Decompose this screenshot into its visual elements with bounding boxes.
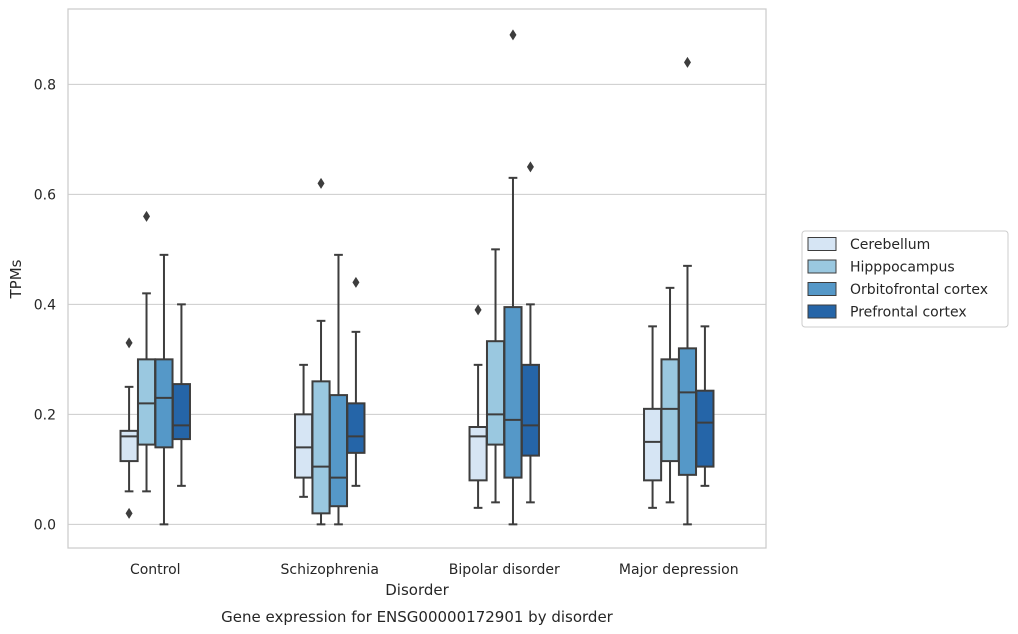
box-2-0 [468, 304, 488, 509]
legend-swatch-1 [807, 259, 837, 274]
box-body [660, 358, 680, 463]
box-1-1 [311, 177, 331, 526]
legend-label-3: Prefrontal cortex [850, 305, 967, 321]
box-0-1 [136, 210, 157, 493]
box-body [328, 394, 349, 508]
x-tick-label-2: Bipolar disorder [449, 562, 560, 578]
box-body [677, 347, 698, 476]
legend-swatch-3 [807, 304, 837, 319]
outlier-0 [474, 304, 482, 316]
box-body [468, 426, 488, 482]
box-body [171, 383, 191, 441]
y-tick-label-3: 0.6 [34, 187, 56, 203]
legend-swatch-2 [807, 282, 837, 296]
box-body [485, 340, 506, 446]
y-tick-label-1: 0.2 [34, 407, 56, 423]
box-1-3 [346, 276, 366, 487]
legend-label-0: Cerebellum [850, 237, 930, 253]
box-3-1 [660, 286, 680, 504]
box-body [154, 358, 174, 449]
x-axis-ticks: Control Schizophrenia Bipolar disorder Majo… [130, 562, 739, 578]
box-0-2 [154, 253, 174, 526]
chart-caption: Gene expression for ENSG00000172901 by d… [221, 608, 614, 626]
box-1-0 [294, 363, 314, 498]
outlier-0 [317, 177, 325, 189]
y-tick-label-2: 0.4 [34, 297, 56, 313]
y-axis-label: TPMs [7, 259, 25, 299]
outlier-0 [143, 210, 151, 222]
outlier-1 [125, 507, 133, 519]
outlier-0 [683, 56, 691, 68]
outlier-0 [352, 276, 360, 288]
box-body [503, 306, 523, 479]
box-2-1 [485, 248, 506, 504]
box-body [520, 363, 540, 457]
legend-swatch-0 [807, 237, 837, 251]
y-tick-label-4: 0.8 [34, 77, 56, 93]
legend: Cerebellum Hipppocampus Orbitofrontal cort… [801, 230, 1009, 328]
box-body [136, 358, 157, 446]
box-body [643, 407, 663, 482]
y-axis-ticks: 0.0 0.2 0.4 0.6 0.8 [34, 77, 56, 533]
box-body [695, 389, 715, 468]
box-body [346, 402, 366, 454]
outlier-0 [526, 161, 534, 173]
legend-label-1: Hipppocampus [850, 260, 955, 276]
x-tick-label-1: Schizophrenia [281, 562, 379, 578]
box-3-0 [643, 325, 663, 509]
box-body [311, 380, 331, 515]
x-tick-label-0: Control [130, 562, 181, 578]
plot-frame [67, 8, 767, 549]
box-3-3 [695, 325, 715, 487]
x-tick-label-3: Major depression [619, 562, 739, 578]
box-1-2 [328, 253, 349, 526]
y-tick-label-0: 0.0 [34, 517, 56, 533]
box-body [294, 413, 314, 479]
box-2-2 [503, 29, 523, 526]
x-axis-label: Disorder [385, 581, 449, 599]
legend-frame [801, 230, 1009, 328]
box-0-0 [119, 337, 139, 519]
outlier-0 [509, 29, 517, 41]
outlier-0 [125, 337, 133, 349]
box-body [119, 429, 139, 463]
box-series [119, 29, 715, 526]
box-3-2 [677, 56, 698, 526]
legend-label-2: Orbitofrontal cortex [850, 282, 988, 298]
box-0-3 [171, 303, 191, 487]
box-2-3 [520, 161, 540, 504]
